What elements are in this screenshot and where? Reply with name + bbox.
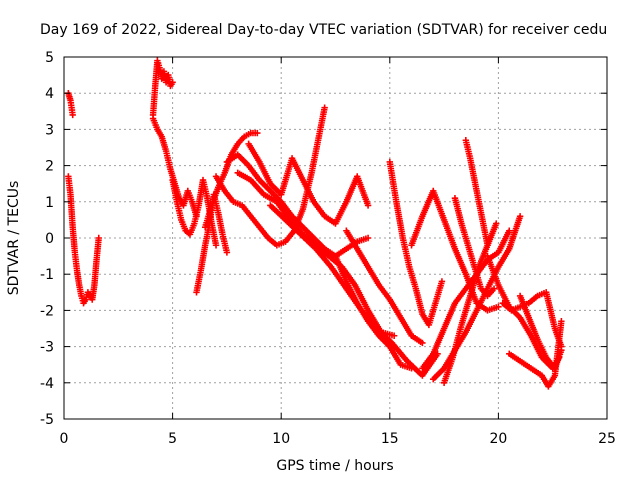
x-tick-label: 25 (598, 431, 616, 447)
data-point (169, 79, 176, 86)
data-series (65, 90, 76, 119)
data-point (69, 111, 76, 119)
data-series (386, 158, 446, 329)
data-series (149, 57, 176, 119)
data-point (364, 234, 372, 242)
data-series (234, 169, 398, 339)
y-tick-label: -3 (40, 340, 54, 356)
data-series (212, 104, 328, 249)
data-point (419, 339, 426, 347)
data-series (462, 137, 491, 249)
y-tick-label: 4 (45, 86, 54, 102)
y-axis-label: SDTVAR / TECUs (6, 181, 22, 296)
y-tick-label: -5 (40, 412, 54, 428)
data-series (245, 140, 372, 227)
data-point (212, 242, 220, 249)
data-point (254, 129, 261, 137)
x-tick-label: 0 (60, 431, 69, 447)
data-point (95, 234, 102, 242)
x-axis-label: GPS time / hours (276, 458, 393, 474)
data-series (267, 202, 441, 379)
x-tick-label: 10 (272, 431, 290, 447)
data-point (484, 242, 491, 249)
x-tick-labels: 0 5 10 15 20 25 (60, 431, 616, 447)
y-tick-label: 3 (45, 122, 54, 138)
data-point (408, 365, 415, 372)
y-tick-label: -4 (40, 376, 54, 392)
data-point (438, 278, 446, 285)
y-tick-label: 2 (45, 159, 54, 175)
y-tick-labels: -5 -4 -3 -2 -1 0 1 2 3 4 5 (40, 50, 54, 428)
x-tick-label: 15 (381, 431, 399, 447)
data-series (343, 227, 426, 347)
data-point (506, 227, 513, 234)
data-point (490, 285, 498, 292)
data-point (321, 104, 328, 111)
data-series (65, 173, 102, 307)
axis-ticks (63, 56, 608, 420)
y-tick-label: -2 (40, 303, 54, 319)
data-series (332, 252, 415, 372)
data-point (390, 332, 398, 339)
y-tick-label: 1 (45, 195, 54, 211)
x-tick-label: 20 (489, 431, 507, 447)
data-point (223, 249, 231, 256)
data-points (65, 57, 565, 390)
data-series (419, 227, 513, 372)
data-point (558, 347, 565, 354)
data-point (495, 303, 502, 310)
data-series (516, 292, 565, 372)
data-point (516, 213, 524, 220)
data-point (493, 220, 500, 227)
data-point (364, 202, 372, 209)
x-tick-label: 5 (168, 431, 177, 447)
y-tick-label: 5 (45, 50, 54, 66)
data-point (558, 318, 565, 325)
data-series (451, 194, 498, 300)
y-tick-label: -1 (40, 267, 54, 283)
y-tick-label: 0 (45, 231, 54, 247)
chart-title: Day 169 of 2022, Sidereal Day-to-day VTE… (40, 22, 607, 38)
